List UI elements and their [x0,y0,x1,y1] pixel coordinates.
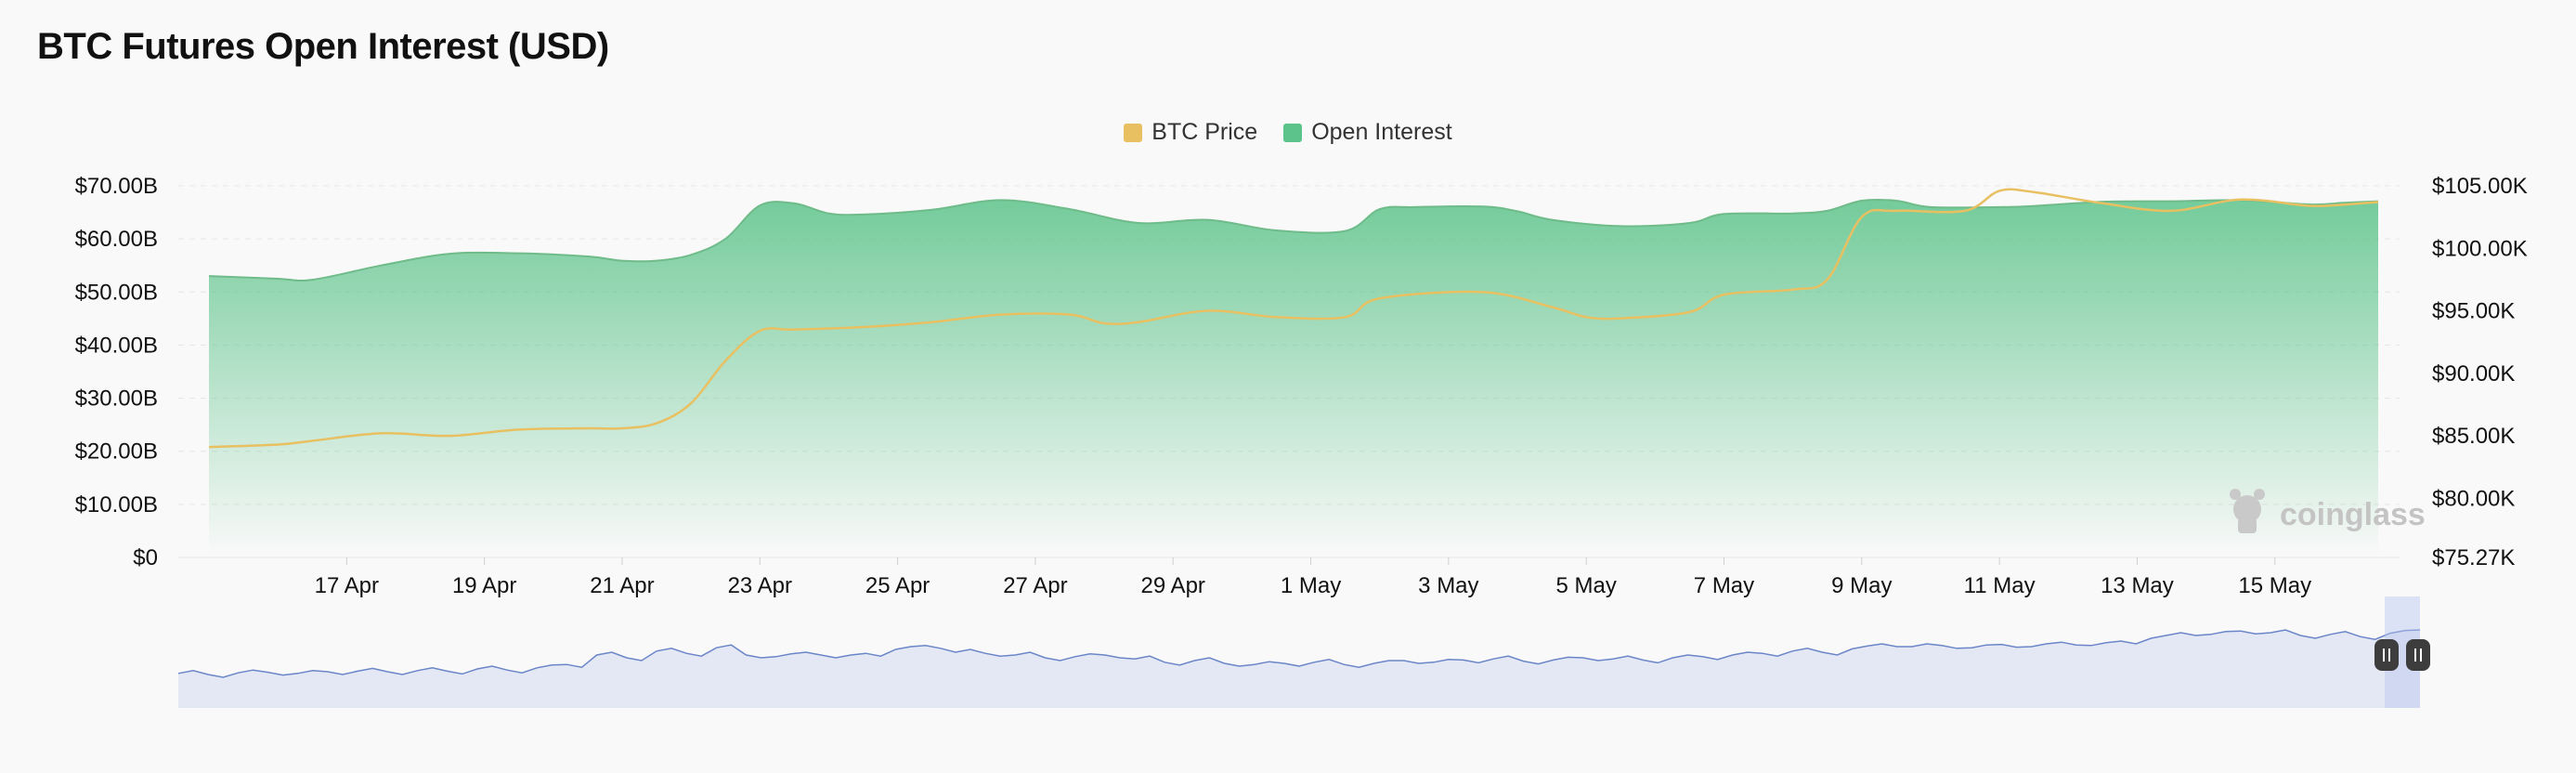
legend: BTC Price Open Interest [0,119,2576,146]
left-axis-tick-label: $70.00B [75,174,158,199]
navigator-line [177,629,2421,678]
legend-swatch-btc-price [1124,123,1143,142]
x-axis: 17 Apr 19 Apr 21 Apr 23 Apr 25 Apr 27 Apr 29 A… [315,557,2311,598]
x-axis-tick-label: 25 Apr [865,573,930,598]
x-axis-tick-label: 21 Apr [590,573,654,598]
x-axis-tick-label: 1 May [1281,573,1341,598]
right-axis-tick-label: $80.00K [2432,486,2515,511]
left-y-axis: $0 $10.00B $20.00B $30.00B $40.00B $50.00B $60… [75,174,158,570]
navigator-handle-right-icon[interactable] [2406,639,2430,671]
x-axis-tick-label: 7 May [1694,573,1754,598]
left-axis-tick-label: $50.00B [75,280,158,305]
handle-body [2374,639,2399,671]
navigator-handle-left-icon[interactable] [2374,639,2399,671]
range-navigator[interactable] [177,596,2430,708]
x-axis-tick-label: 15 May [2238,573,2311,598]
left-axis-tick-label: $60.00B [75,227,158,252]
coinglass-watermark: coinglass [2230,489,2426,533]
watermark-text: coinglass [2280,497,2426,532]
legend-label-open-interest: Open Interest [1311,119,1452,145]
right-y-axis: $75.27K $80.00K $85.00K $90.00K $95.00K $100.… [2432,174,2528,570]
open-interest-line [208,198,2379,282]
right-axis-tick-label: $75.27K [2432,545,2515,570]
right-axis-tick-label: $105.00K [2432,174,2528,199]
legend-label-btc-price: BTC Price [1151,119,1258,145]
page-title: BTC Futures Open Interest (USD) [37,26,609,67]
x-axis-tick-label: 27 Apr [1003,573,1067,598]
x-axis-tick-label: 19 Apr [452,573,516,598]
left-axis-tick-label: $0 [133,545,158,570]
series-layer [208,188,2379,557]
left-axis-tick-label: $20.00B [75,439,158,465]
handle-body [2406,639,2430,671]
right-axis-tick-label: $95.00K [2432,299,2515,324]
left-axis-tick-label: $40.00B [75,333,158,358]
left-axis-tick-label: $30.00B [75,386,158,412]
x-axis-tick-label: 29 Apr [1141,573,1205,598]
btc-price-line [208,188,2379,449]
left-axis-tick-label: $10.00B [75,492,158,518]
x-axis-tick-label: 17 Apr [315,573,379,598]
legend-item-open-interest[interactable]: Open Interest [1283,119,1452,146]
x-axis-tick-label: 11 May [1964,573,2036,598]
x-axis-tick-label: 3 May [1418,573,1478,598]
legend-item-btc-price[interactable]: BTC Price [1124,119,1257,146]
coinglass-logo-icon [2230,489,2265,533]
legend-swatch-open-interest [1283,123,1303,142]
open-interest-area [209,199,2378,557]
x-axis-tick-label: 23 Apr [728,573,792,598]
x-axis-tick-label: 13 May [2101,573,2174,598]
navigator-area [178,630,2420,708]
x-axis-tick-label: 9 May [1831,573,1892,598]
right-axis-tick-label: $90.00K [2432,361,2515,386]
right-axis-tick-label: $85.00K [2432,424,2515,449]
x-axis-tick-label: 5 May [1555,573,1616,598]
right-axis-tick-label: $100.00K [2432,236,2528,261]
